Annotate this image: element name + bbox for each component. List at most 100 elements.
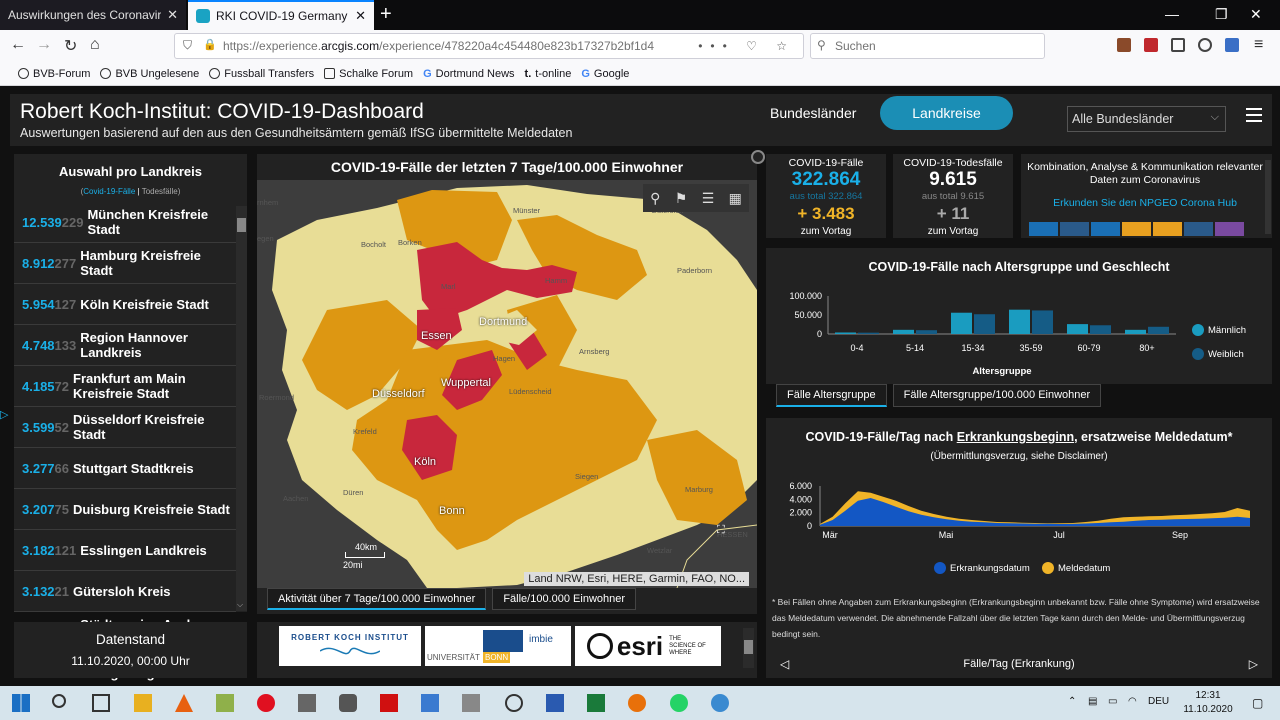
expand-sidebar-icon[interactable]: ▷ — [0, 409, 9, 421]
nav-landkreise-button[interactable]: Landkreise — [880, 96, 1013, 130]
list-item[interactable]: 3.182 121 Esslingen Landkreis — [14, 530, 236, 571]
hamburger-menu-icon[interactable] — [1246, 108, 1262, 122]
bus-icon[interactable] — [1184, 222, 1213, 236]
bookmark-item[interactable]: BVB-Forum — [18, 68, 90, 80]
next-arrow-icon[interactable]: ▷ — [1248, 657, 1258, 671]
list-scrollbar[interactable]: ⌵ — [236, 206, 247, 611]
qr-code-icon[interactable]: ▦ — [728, 189, 742, 206]
network-icon[interactable]: ▭ — [1108, 696, 1118, 707]
vlc-icon[interactable] — [175, 694, 193, 712]
home-icon[interactable]: ⌂ — [90, 36, 100, 53]
phone-icon[interactable] — [1060, 222, 1089, 236]
new-tab-plus-icon[interactable]: + — [380, 3, 392, 25]
taskbar-clock[interactable]: 12:31 11.10.2020 — [1180, 689, 1236, 717]
bookmark-item[interactable]: G Dortmund News — [423, 67, 515, 80]
prev-arrow-icon[interactable]: ◁ — [780, 657, 790, 671]
house-icon[interactable] — [1215, 222, 1244, 236]
url-bar[interactable]: ⛉ 🔒 https://experience. arcgis.com/experi… — [174, 33, 804, 59]
translate-icon[interactable] — [1225, 38, 1239, 52]
app-icon[interactable] — [298, 694, 316, 712]
close-icon[interactable]: ✕ — [167, 7, 178, 22]
word-icon[interactable] — [546, 694, 564, 712]
scroll-down-icon[interactable]: ⌵ — [237, 600, 244, 609]
logos-scrollbar[interactable] — [743, 628, 754, 668]
esri-logo[interactable]: esri THE SCIENCE OF WHERE — [575, 626, 721, 666]
search-icon[interactable] — [52, 694, 66, 708]
scrollbar-thumb[interactable] — [744, 640, 753, 654]
rki-logo[interactable]: ROBERT KOCH INSTITUT — [279, 626, 421, 666]
notification-icon[interactable]: ▢ — [1252, 696, 1264, 710]
whatsapp-icon[interactable] — [670, 694, 688, 712]
list-item[interactable]: 4.185 72 Frankfurt am Main Kreisfreie Stad… — [14, 366, 236, 407]
map-location-icon[interactable]: ⛶ — [717, 524, 725, 536]
browser-tab-active[interactable]: RKI COVID-19 Germany ✕ — [188, 0, 374, 30]
extension-icon[interactable] — [1117, 38, 1131, 52]
excel-icon[interactable] — [587, 694, 605, 712]
tray-app-icon[interactable]: ▤ — [1088, 696, 1098, 707]
account-icon[interactable] — [1198, 38, 1212, 52]
acrobat-icon[interactable] — [380, 694, 398, 712]
map-attribution[interactable]: Land NRW, Esri, HERE, Garmin, FAO, NO... — [524, 572, 749, 586]
restore-icon[interactable]: ❐ — [1215, 6, 1228, 22]
menu-icon[interactable]: ≡ — [1254, 36, 1264, 53]
bookmark-item[interactable]: Schalke Forum — [324, 68, 413, 80]
back-arrow-icon[interactable]: ← — [10, 36, 26, 53]
map-canvas[interactable]: MünsterGüterslohBocholtBorkenHammPaderbo… — [257, 180, 757, 588]
search-input[interactable]: ⚲ Suchen — [810, 33, 1045, 59]
bundesland-select[interactable]: Alle Bundesländer ⌵ — [1067, 106, 1226, 132]
firefox-icon[interactable] — [628, 694, 646, 712]
list-item[interactable]: 3.599 52 Düsseldorf Kreisfreie Stadt — [14, 407, 236, 448]
bookmark-item[interactable]: G Google — [581, 67, 630, 80]
tab-faelle-altersgruppe-100k[interactable]: Fälle Altersgruppe/100.000 Einwohner — [892, 384, 1102, 407]
browser-tab-inactive[interactable]: Auswirkungen des Coronavirus auf d ✕ — [0, 0, 186, 30]
page-actions-icon[interactable]: ••• ♡ ☆ — [698, 39, 795, 53]
uni-bonn-logo[interactable]: UNIVERSITÄT BONN imbie — [425, 626, 571, 666]
bookmark-icon[interactable]: ⚑ — [674, 189, 688, 206]
wifi-icon[interactable]: ◠ — [1128, 696, 1137, 707]
daily-chart-title-link[interactable]: Erkrankungsbeginn — [956, 430, 1075, 444]
bookmark-item[interactable]: BVB Ungelesene — [100, 68, 199, 80]
list-item[interactable]: 3.207 75 Duisburg Kreisfreie Stadt — [14, 489, 236, 530]
tab-faelle-altersgruppe[interactable]: Fälle Altersgruppe — [776, 384, 887, 407]
nav-bundeslaender[interactable]: Bundesländer — [770, 105, 857, 121]
library-icon[interactable] — [1171, 38, 1185, 52]
phone-app-icon[interactable] — [421, 694, 439, 712]
bookmark-item[interactable]: t. t-online — [524, 67, 572, 80]
truck-icon[interactable] — [1153, 222, 1182, 236]
minimize-icon[interactable]: — — [1165, 6, 1179, 22]
tray-chevron-icon[interactable]: ⌃ — [1068, 696, 1077, 707]
close-icon[interactable]: ✕ — [355, 8, 366, 23]
clock-app-icon[interactable] — [505, 694, 523, 712]
list-item[interactable]: 3.277 66 Stuttgart Stadtkreis — [14, 448, 236, 489]
notepad-icon[interactable] — [216, 694, 234, 712]
file-explorer-icon[interactable] — [134, 694, 152, 712]
npgeo-hub-link[interactable]: Erkunden Sie den NPGEO Corona Hub — [1053, 197, 1237, 209]
map-search-icon[interactable]: ⚲ — [650, 189, 661, 206]
forward-arrow-icon[interactable]: → — [36, 36, 52, 53]
list-item[interactable]: 3.132 21 Gütersloh Kreis — [14, 571, 236, 612]
plane-icon[interactable] — [1029, 222, 1058, 236]
windows-start-icon[interactable] — [12, 694, 30, 712]
reload-icon[interactable]: ↻ — [64, 38, 78, 55]
info-scrollbar[interactable] — [1265, 160, 1271, 234]
camera-icon[interactable] — [339, 694, 357, 712]
task-view-icon[interactable] — [92, 694, 110, 712]
tab-aktivitaet[interactable]: Aktivität über 7 Tage/100.000 Einwohner — [267, 588, 487, 610]
chart-icon[interactable] — [1122, 222, 1151, 236]
list-item[interactable]: 5.954 127 Köln Kreisfreie Stadt — [14, 284, 236, 325]
lang-indicator[interactable]: DEU — [1148, 696, 1170, 707]
list-item[interactable]: 4.748 133 Region Hannover Landkreis — [14, 325, 236, 366]
scrollbar-thumb[interactable] — [237, 218, 246, 232]
opera-icon[interactable] — [257, 694, 275, 712]
tools-icon[interactable] — [462, 694, 480, 712]
map-svg[interactable] — [257, 180, 757, 588]
filter-deaths[interactable]: Todesfälle — [141, 187, 178, 196]
gear-icon[interactable] — [751, 150, 765, 164]
chat-icon[interactable] — [1091, 222, 1120, 236]
filter-cases[interactable]: Covid-19-Fälle — [83, 187, 136, 196]
list-item[interactable]: 8.912 277 Hamburg Kreisfreie Stadt — [14, 243, 236, 284]
legend-list-icon[interactable]: ☰ — [701, 189, 715, 206]
ublock-icon[interactable] — [1144, 38, 1158, 52]
bookmark-item[interactable]: Fussball Transfers — [209, 68, 314, 80]
app-swirl-icon[interactable] — [711, 694, 729, 712]
